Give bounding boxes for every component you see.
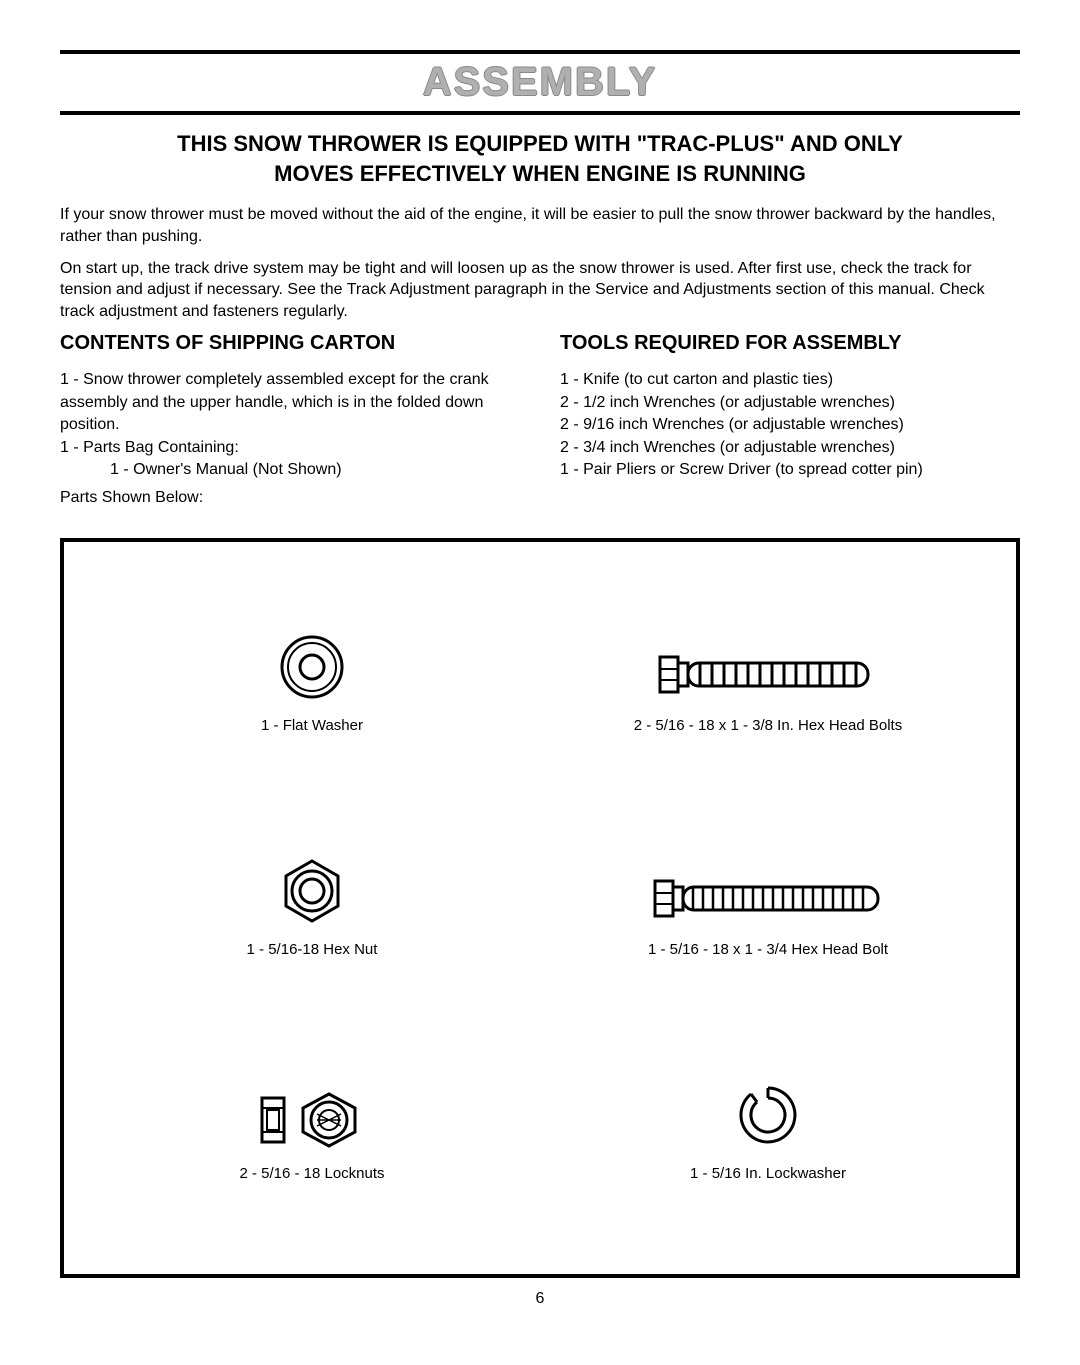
intro-para-2: On start up, the track drive system may … <box>60 258 1020 323</box>
part-lockwasher: 1 - 5/16 In. Lockwasher <box>560 1050 976 1184</box>
parts-frame: 1 - Flat Washer 2 - 5/16 <box>60 538 1020 1278</box>
tools-item-1: 2 - 1/2 inch Wrenches (or adjustable wre… <box>560 392 1020 414</box>
page-title: ASSEMBLY <box>60 60 1020 105</box>
lockwasher-icon <box>733 1080 803 1150</box>
tools-item-3: 2 - 3/4 inch Wrenches (or adjustable wre… <box>560 437 1020 459</box>
hex-bolts-short-text: 2 - 5/16 - 18 x 1 - 3/8 In. Hex Head Bol… <box>634 717 902 734</box>
subtitle-line2: MOVES EFFECTIVELY WHEN ENGINE IS RUNNING <box>274 161 806 186</box>
flat-washer-label: 1 - Flat Washer <box>261 716 363 736</box>
contents-item-4: Parts Shown Below: <box>60 487 520 509</box>
contents-item-1: 1 - Snow thrower completely assembled ex… <box>60 369 520 436</box>
subtitle-line1: THIS SNOW THROWER IS EQUIPPED WITH "TRAC… <box>177 131 903 156</box>
part-hex-nut: 1 - 5/16-18 Hex Nut <box>104 826 520 960</box>
lockwasher-label: 1 - 5/16 In. Lockwasher <box>690 1164 846 1184</box>
two-column-section: CONTENTS OF SHIPPING CARTON 1 - Snow thr… <box>60 332 1020 509</box>
page-number: 6 <box>60 1290 1020 1308</box>
subtitle: THIS SNOW THROWER IS EQUIPPED WITH "TRAC… <box>60 129 1020 188</box>
tools-item-4: 1 - Pair Pliers or Screw Driver (to spre… <box>560 459 1020 481</box>
hex-bolt-long-icon <box>653 871 883 926</box>
tools-item-2: 2 - 9/16 inch Wrenches (or adjustable wr… <box>560 414 1020 436</box>
hex-nut-label: 1 - 5/16-18 Hex Nut <box>247 940 378 960</box>
locknuts-icon <box>257 1090 367 1150</box>
part-hex-bolt-long: 1 - 5/16 - 18 x 1 - 3/4 Hex Head Bolt <box>560 826 976 960</box>
hex-nut-icon <box>277 856 347 926</box>
intro-para-1: If your snow thrower must be moved witho… <box>60 204 1020 247</box>
top-rule <box>60 50 1020 54</box>
hex-bolt-short-icon <box>658 647 878 702</box>
part-locknuts: 2 - 5/16 - 18 Locknuts <box>104 1050 520 1184</box>
contents-column: CONTENTS OF SHIPPING CARTON 1 - Snow thr… <box>60 332 520 509</box>
title-underline <box>60 111 1020 115</box>
part-flat-washer: 1 - Flat Washer <box>104 602 520 736</box>
locknuts-label: 2 - 5/16 - 18 Locknuts <box>239 1164 384 1184</box>
tools-item-0: 1 - Knife (to cut carton and plastic tie… <box>560 369 1020 391</box>
hex-bolt-long-label: 1 - 5/16 - 18 x 1 - 3/4 Hex Head Bolt <box>648 940 888 960</box>
tools-heading: TOOLS REQUIRED FOR ASSEMBLY <box>560 332 1020 355</box>
contents-item-3: 1 - Owner's Manual (Not Shown) <box>60 459 520 481</box>
contents-item-2: 1 - Parts Bag Containing: <box>60 437 520 459</box>
hex-bolts-short-label: 2 - 5/16 - 18 x 1 - 3/8 In. Hex Head Bol… <box>634 716 902 736</box>
part-hex-bolts-short: 2 - 5/16 - 18 x 1 - 3/8 In. Hex Head Bol… <box>560 602 976 736</box>
tools-column: TOOLS REQUIRED FOR ASSEMBLY 1 - Knife (t… <box>560 332 1020 509</box>
flat-washer-icon <box>277 632 347 702</box>
contents-heading: CONTENTS OF SHIPPING CARTON <box>60 332 520 355</box>
parts-grid: 1 - Flat Washer 2 - 5/16 <box>104 602 976 1184</box>
